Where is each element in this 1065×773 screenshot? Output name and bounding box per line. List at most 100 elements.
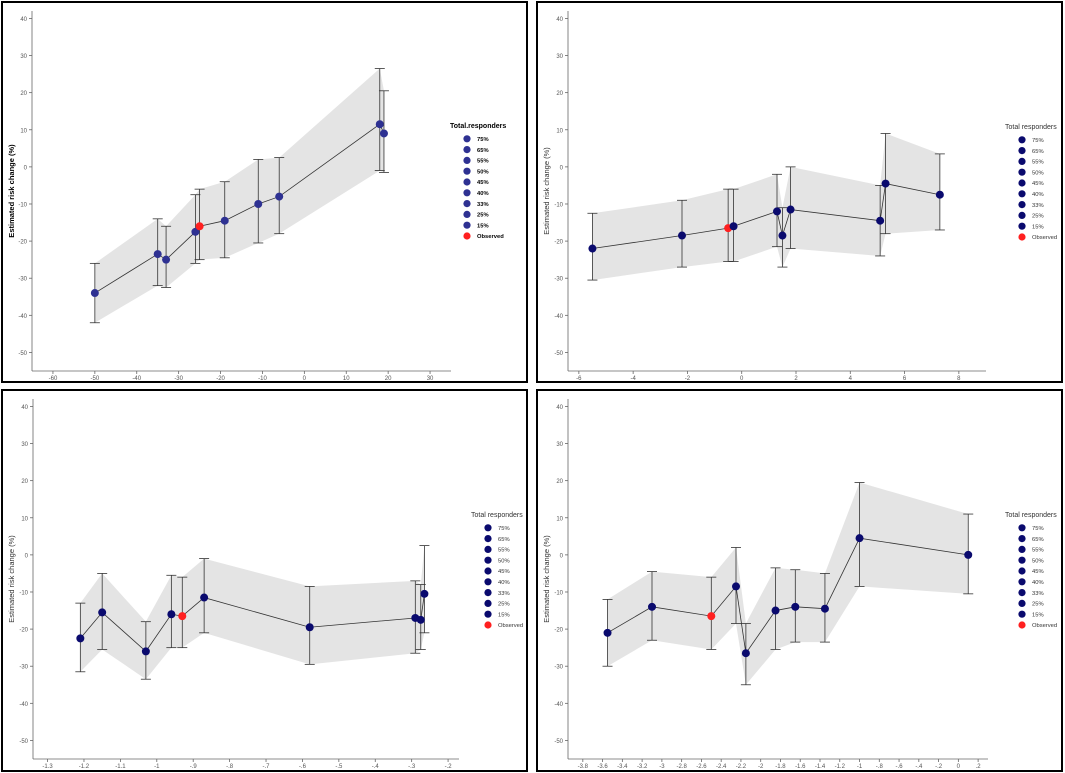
y-tick-label: -10 — [18, 202, 27, 208]
legend-label: 40% — [1032, 192, 1044, 198]
data-point — [603, 628, 612, 637]
data-point — [820, 604, 829, 613]
y-tick-label: -50 — [18, 351, 27, 357]
legend-marker — [1018, 599, 1026, 607]
data-point — [90, 289, 99, 298]
y-tick-label: -10 — [554, 590, 563, 596]
data-point — [416, 615, 425, 624]
legend-marker — [1018, 578, 1026, 586]
data-point — [220, 216, 229, 225]
legend-label: 33% — [1032, 203, 1044, 209]
x-tick-label: -2 — [685, 376, 691, 381]
x-tick-label: -.9 — [190, 764, 198, 770]
confidence-band — [80, 545, 425, 680]
y-tick-label: 10 — [20, 128, 27, 134]
y-tick-label: -20 — [18, 240, 27, 246]
legend-label: 40% — [1032, 580, 1044, 586]
data-point — [881, 179, 890, 188]
sbp-chart-panel: -50-40-30-20-10010203040-6-4-202468Systo… — [536, 1, 1063, 383]
legend-label: 15% — [1032, 224, 1044, 230]
x-tick-label: -.2 — [445, 764, 453, 770]
data-point — [275, 192, 284, 201]
y-axis-title: Estimated risk change (%) — [542, 535, 551, 623]
y-tick-label: 40 — [21, 405, 28, 411]
legend-label: 75% — [1032, 138, 1044, 144]
y-tick-label: -30 — [554, 665, 563, 671]
data-point — [305, 623, 314, 632]
data-point — [98, 608, 107, 617]
legend-label: 33% — [477, 202, 489, 208]
legend-marker — [484, 556, 492, 564]
confidence-band — [94, 68, 384, 323]
legend-label: Observed — [498, 623, 523, 629]
x-tick-label: -3.6 — [597, 764, 608, 770]
legend-label: Observed — [1032, 623, 1057, 629]
legend-title: Total responders — [1005, 124, 1057, 131]
legend-label: 40% — [477, 191, 489, 197]
x-tick-label: -40 — [132, 376, 141, 381]
y-tick-label: -40 — [19, 702, 28, 708]
y-tick-label: 10 — [21, 516, 28, 522]
legend-label: 45% — [498, 569, 510, 575]
x-tick-label: -1 — [857, 764, 863, 770]
x-tick-label: -2.2 — [736, 764, 747, 770]
y-axis-title: Estimated risk change (%) — [7, 144, 16, 238]
legend-label: 25% — [1032, 214, 1044, 220]
x-tick-label: -6 — [576, 376, 582, 381]
x-tick-label: -1.2 — [79, 764, 90, 770]
legend-marker — [1018, 201, 1026, 209]
legend-marker — [463, 156, 471, 164]
uacr-chart-panel: -50 -40 -30 -20 -10 0 10 20 30 40 -60 -50 -40 -30 -20 -… — [1, 1, 528, 383]
y-tick-label: 30 — [21, 442, 28, 448]
y-tick-label: 30 — [556, 442, 563, 448]
observed-point — [195, 222, 204, 231]
data-point — [167, 610, 176, 619]
x-tick-label: -.7 — [263, 764, 271, 770]
legend-label: 15% — [477, 223, 489, 229]
y-tick-label: -50 — [19, 739, 28, 745]
legend-label: 55% — [1032, 160, 1044, 166]
legend-marker — [463, 210, 471, 218]
data-point — [771, 606, 780, 615]
legend-marker — [484, 524, 492, 532]
data-point — [678, 231, 686, 240]
legend-label: 25% — [477, 213, 489, 219]
x-tick-label: -.5 — [335, 764, 343, 770]
legend-marker — [1018, 190, 1026, 198]
x-tick-label: -.3 — [408, 764, 416, 770]
x-tick-label: -60 — [49, 376, 58, 381]
legend-marker — [1018, 589, 1026, 597]
legend-label: 55% — [477, 159, 489, 165]
data-point — [648, 602, 656, 611]
legend-label: 65% — [477, 148, 489, 154]
y-tick-label: -30 — [18, 277, 27, 283]
y-tick-label: 10 — [556, 128, 563, 134]
legend-label: 55% — [1032, 548, 1044, 554]
legend-marker — [484, 589, 492, 597]
legend-label: 55% — [498, 548, 510, 554]
x-tick-label: -3.8 — [578, 764, 589, 770]
data-point — [420, 589, 429, 598]
legend-label: 15% — [498, 612, 510, 618]
series-line — [607, 537, 969, 655]
legend-label: 65% — [1032, 537, 1044, 543]
legend-label: 75% — [498, 526, 510, 532]
legend-label: 40% — [498, 580, 510, 586]
y-tick-label: 20 — [556, 479, 563, 485]
x-tick-label: 10 — [343, 376, 350, 381]
y-tick-label: -30 — [554, 277, 563, 283]
hba1c-chart: -50 -40 -30 -20 -10 0 10 20 30 40 -1.3 -1.2 -1.1 -1 -.… — [7, 399, 523, 770]
x-tick-label: 0 — [740, 376, 744, 381]
x-tick-label: -1.6 — [795, 764, 806, 770]
legend-marker — [463, 200, 471, 208]
y-axis-title: Estimated risk change (%) — [542, 147, 551, 235]
legend-label: 25% — [498, 602, 510, 608]
legend-marker — [1018, 556, 1026, 564]
y-tick-label: -10 — [554, 202, 563, 208]
legend-label: Observed — [1032, 235, 1057, 241]
legend-marker — [484, 599, 492, 607]
legend-marker — [1018, 157, 1026, 165]
y-axis-title: Estimated risk change (%) — [7, 535, 16, 623]
y-tick-label: -10 — [19, 590, 28, 596]
legend-marker — [463, 189, 471, 197]
